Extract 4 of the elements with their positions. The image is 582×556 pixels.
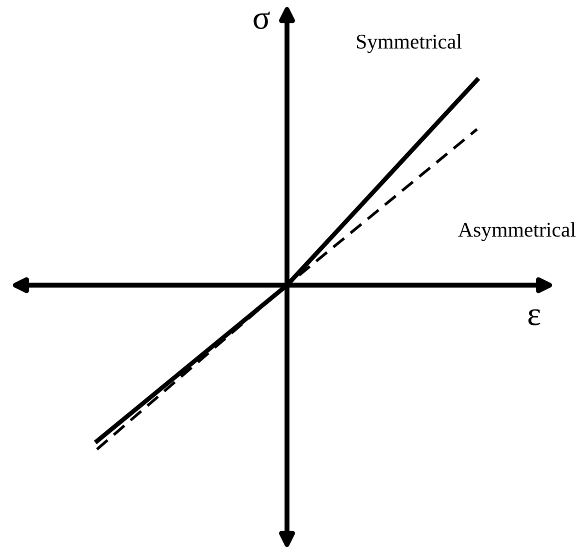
y-axis-title: σ: [254, 12, 270, 30]
series-label: Symmetrical: [356, 34, 462, 53]
x-axis-title: ε: [528, 309, 540, 326]
text: Asymmetrical: [458, 222, 576, 242]
